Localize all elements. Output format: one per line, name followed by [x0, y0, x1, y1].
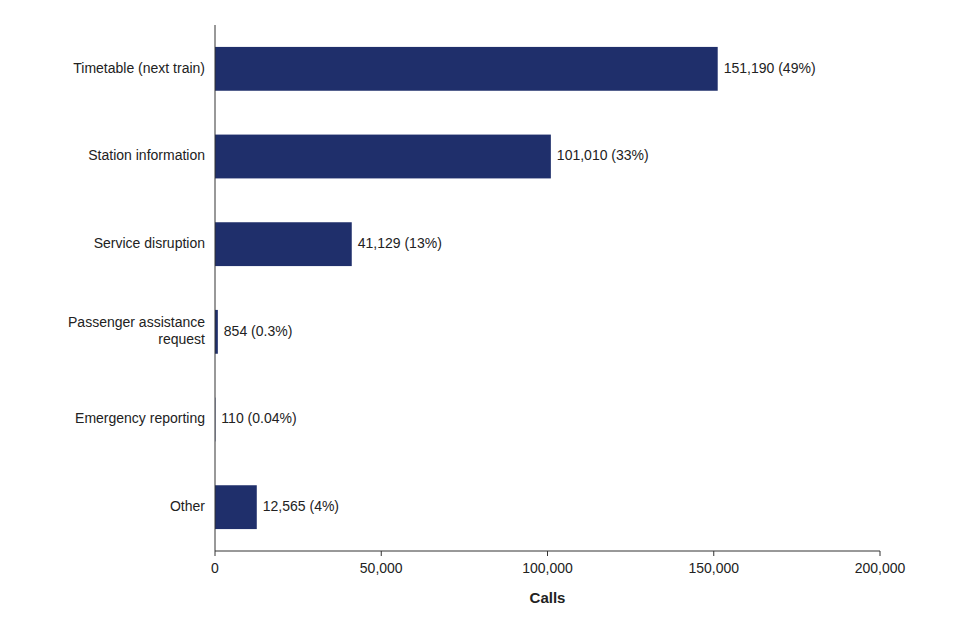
data-label: 41,129 (13%)	[358, 235, 442, 251]
tick-label: 200,000	[855, 560, 906, 576]
tick-label: 50,000	[360, 560, 403, 576]
axis-line	[215, 25, 216, 551]
data-label: 101,010 (33%)	[557, 147, 649, 163]
axis-line	[215, 551, 880, 552]
bars	[215, 47, 718, 529]
category-label: Emergency reporting	[75, 410, 205, 426]
category-label: Timetable (next train)	[73, 60, 205, 76]
data-label: 854 (0.3%)	[224, 323, 292, 339]
data-label: 151,190 (49%)	[724, 60, 816, 76]
category-label-line: Other	[170, 498, 205, 514]
data-label: 12,565 (4%)	[263, 498, 339, 514]
category-label: Service disruption	[94, 235, 205, 251]
category-label: Other	[170, 498, 205, 514]
tick-mark	[713, 551, 714, 556]
category-label-line: Station information	[88, 147, 205, 163]
category-label-line: Passenger assistance	[68, 314, 205, 330]
bar	[215, 135, 551, 179]
data-label: 110 (0.04%)	[221, 410, 296, 426]
tick-mark	[880, 551, 881, 556]
category-label-line: Emergency reporting	[75, 410, 205, 426]
chart-svg: 0 50,000 100,000 150,000 200,000 Other Emergen…	[0, 0, 980, 631]
data-labels: 12,565 (4%) 110 (0.04%) 854 (0.3%) 41,129 (…	[221, 60, 815, 514]
chart-container: 0 50,000 100,000 150,000 200,000 Other Emergen…	[0, 0, 980, 631]
tick-label: 150,000	[688, 560, 739, 576]
category-label-line: Timetable (next train)	[73, 60, 205, 76]
bar	[215, 47, 718, 91]
tick-label: 100,000	[522, 560, 573, 576]
tick-mark	[547, 551, 548, 556]
tick-mark	[215, 551, 216, 556]
tick-mark	[381, 551, 382, 556]
category-label: Passenger assistancerequest	[68, 314, 205, 347]
x-axis-title: Calls	[530, 589, 566, 606]
bar	[215, 485, 257, 529]
value-axis-ticks: 0 50,000 100,000 150,000 200,000	[211, 551, 905, 576]
category-label: Station information	[88, 147, 205, 163]
category-axis-labels: Other Emergency reporting Passenger assist…	[68, 60, 205, 514]
bar	[215, 222, 352, 266]
category-label-line: Service disruption	[94, 235, 205, 251]
tick-label: 0	[211, 560, 219, 576]
category-label-line: request	[158, 331, 205, 347]
